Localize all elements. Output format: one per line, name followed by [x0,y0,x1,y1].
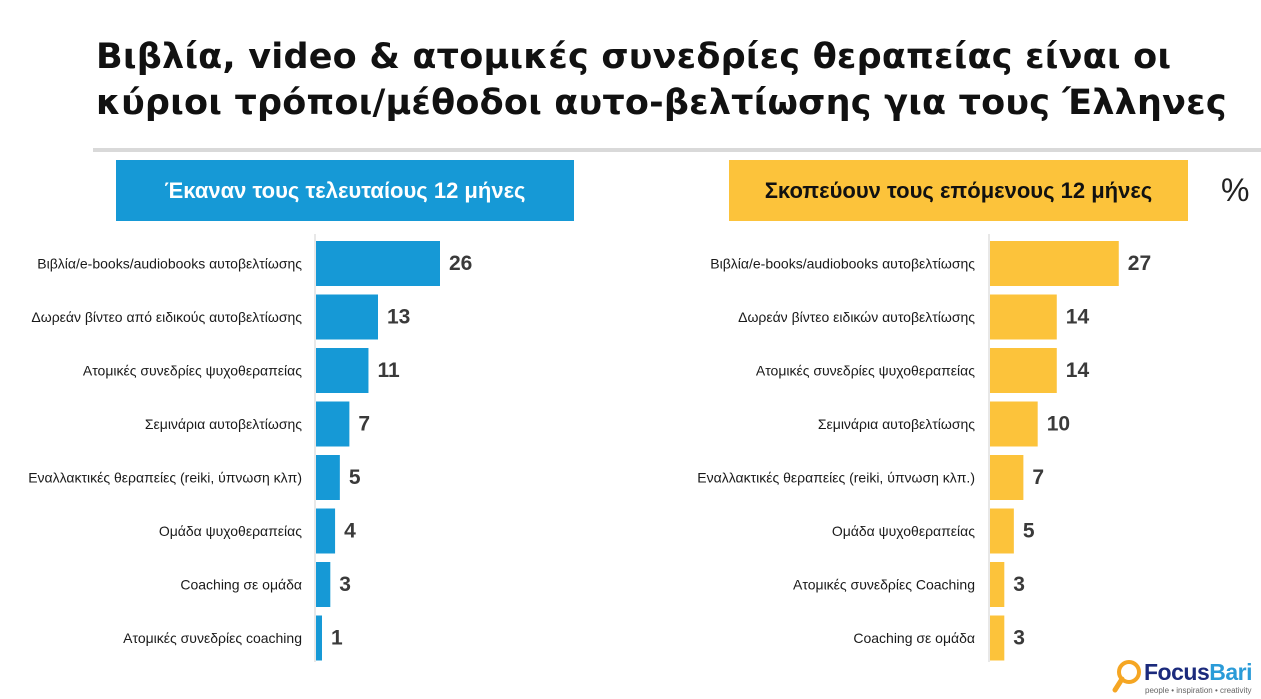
right-bar [990,455,1024,500]
right-bar [990,401,1038,447]
left-category-label: Ατομικές συνεδρίες coaching [123,630,302,646]
page-title: Βιβλία, video & ατομικές συνεδρίες θεραπ… [96,34,1246,126]
right-value-label: 14 [1066,306,1090,329]
left-bar [316,348,369,393]
right-bar [990,508,1014,554]
title-divider [93,148,1261,152]
title-line-1: Βιβλία, video & ατομικές συνεδρίες θεραπ… [96,37,1172,77]
left-panel-header: Έκαναν τους τελευταίους 12 μήνες [116,160,574,221]
left-value-label: 4 [344,520,356,543]
left-category-label: Εναλλακτικές θεραπείες (reiki, ύπνωση κλ… [28,470,302,486]
right-category-label: Δωρεάν βίντεο ειδικών αυτοβελτίωσης [738,309,975,325]
right-category-label: Ομάδα ψυχοθεραπείας [832,523,975,539]
right-category-label: Βιβλία/e-books/audiobooks αυτοβελτίωσης [710,256,975,272]
right-value-label: 3 [1013,573,1025,596]
right-value-label: 14 [1066,359,1090,382]
logo-name-bari: Bari [1209,659,1252,685]
right-value-label: 27 [1128,252,1151,275]
left-category-label: Ατομικές συνεδρίες ψυχοθεραπείας [83,363,302,379]
right-category-label: Ατομικές συνεδρίες ψυχοθεραπείας [756,363,975,379]
right-bar [990,241,1119,286]
left-value-label: 3 [339,573,351,596]
left-value-label: 5 [349,466,361,489]
left-bar [316,562,331,607]
magnifier-icon [1112,660,1141,693]
title-line-2: κύριοι τρόποι/μέθοδοι αυτο-βελτίωσης για… [96,83,1227,123]
logo-tagline: people • inspiration • creativity [1145,686,1252,695]
left-category-label: Βιβλία/e-books/audiobooks αυτοβελτίωσης [37,256,302,272]
left-bar [316,455,340,500]
left-bar [316,615,322,661]
left-value-label: 11 [377,359,400,382]
right-value-label: 7 [1032,466,1044,489]
logo-wordmark: FocusBari [1144,659,1252,686]
right-bar [990,294,1057,340]
left-value-label: 13 [387,306,410,329]
left-category-label: Coaching σε ομάδα [180,577,302,593]
right-bar [990,615,1005,661]
percent-unit-label: % [1221,172,1250,208]
left-value-label: 7 [358,413,370,436]
focusbari-logo: FocusBari people • inspiration • creativ… [1112,658,1257,696]
right-value-label: 5 [1023,520,1035,543]
left-value-label: 1 [331,627,343,650]
logo-name-focus: Focus [1144,659,1210,685]
left-category-label: Ομάδα ψυχοθεραπείας [159,523,302,539]
left-value-label: 26 [449,252,472,275]
right-value-label: 3 [1013,627,1025,650]
left-bar [316,294,378,340]
right-panel-header: Σκοπεύουν τους επόμενους 12 μήνες [729,160,1188,221]
right-category-label: Coaching σε ομάδα [853,630,975,646]
right-bar [990,562,1005,607]
left-category-label: Σεμινάρια αυτοβελτίωσης [145,416,302,432]
right-bar [990,348,1057,393]
left-category-label: Δωρεάν βίντεο από ειδικούς αυτοβελτίωσης [31,309,302,325]
right-category-label: Σεμινάρια αυτοβελτίωσης [818,416,975,432]
left-bar [316,401,350,447]
left-bar [316,508,336,554]
right-category-label: Εναλλακτικές θεραπείες (reiki, ύπνωση κλ… [697,470,975,486]
right-value-label: 10 [1047,413,1070,436]
left-bar [316,241,440,286]
right-category-label: Ατομικές συνεδρίες Coaching [793,577,975,593]
